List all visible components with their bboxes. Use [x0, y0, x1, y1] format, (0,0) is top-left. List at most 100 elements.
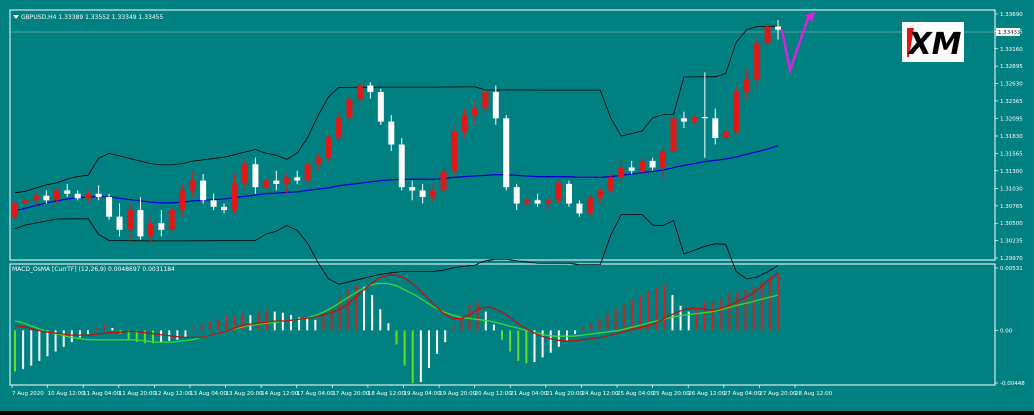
- price-tick-label: 1.30500: [1000, 221, 1023, 227]
- macd-lines: [14, 272, 779, 343]
- macd-axis: 0.00531 0.00 -0.00448: [995, 266, 1025, 387]
- candle-body: [565, 183, 572, 204]
- candle-body: [179, 190, 186, 211]
- candle-body: [586, 197, 593, 214]
- candle-body: [398, 144, 405, 188]
- candle-body: [200, 180, 207, 201]
- candle-body: [377, 92, 384, 122]
- price-tick-label: 1.32095: [1000, 117, 1023, 123]
- candle-body: [712, 118, 719, 138]
- price-tick-label: 1.32365: [1000, 99, 1023, 105]
- candle-body: [189, 180, 196, 191]
- time-label: 13 Aug 04:00: [190, 391, 228, 397]
- candle-body: [325, 137, 332, 158]
- candle-body: [764, 26, 771, 43]
- candle-body: [409, 187, 416, 191]
- candle-body: [775, 26, 781, 30]
- time-label: 28 Aug 12:00: [795, 391, 833, 397]
- candle-body: [64, 190, 71, 194]
- upper-band: [14, 25, 779, 194]
- candle-body: [95, 193, 102, 197]
- candle-body: [513, 187, 520, 204]
- candle-body: [660, 151, 667, 168]
- candle-body: [346, 98, 353, 119]
- candle-body: [43, 195, 50, 201]
- time-label: 24 Aug 12:00: [581, 391, 619, 397]
- time-label: 7 Aug 2020: [12, 391, 44, 397]
- macd-main-line: [14, 282, 779, 343]
- candle-body: [534, 200, 541, 204]
- price-tick-label: 1.32630: [1000, 82, 1023, 88]
- time-label: 19 Aug 20:00: [439, 391, 477, 397]
- macd-signal-line: [14, 272, 779, 342]
- candle-body: [754, 42, 761, 79]
- time-label: 18 Aug 12:00: [368, 391, 406, 397]
- candle-body: [158, 223, 165, 230]
- time-label: 21 Aug 04:00: [510, 391, 548, 397]
- time-label: 25 Aug 04:00: [617, 391, 655, 397]
- price-axis: 1.33690 1.33425 1.33160 1.32895 1.32630 1.323…: [995, 12, 1023, 262]
- time-label: 12 Aug 12:00: [154, 391, 192, 397]
- candle-body: [419, 190, 426, 197]
- time-label: 25 Aug 20:00: [653, 391, 691, 397]
- candle-body: [252, 164, 259, 188]
- time-label: 10 Aug 12:00: [48, 391, 86, 397]
- ma-line: [14, 145, 779, 212]
- candle-body: [743, 78, 750, 93]
- macd-tick-label: 0.00531: [1000, 266, 1023, 272]
- candle-body: [607, 177, 614, 191]
- lower-band: [14, 214, 779, 285]
- price-tick-label: 1.31030: [1000, 186, 1023, 192]
- candle-body: [221, 206, 228, 211]
- candle-body: [116, 216, 123, 230]
- price-tick-label: 1.29970: [1000, 256, 1023, 262]
- moving-average: [14, 145, 779, 212]
- current-price-label: 1.33455: [998, 30, 1021, 36]
- time-label: 20 Aug 12:00: [475, 391, 513, 397]
- candle-body: [336, 118, 343, 138]
- candle-body: [22, 200, 29, 204]
- candle-body: [241, 164, 248, 184]
- candle-body: [576, 203, 583, 214]
- candle-body: [482, 92, 489, 109]
- candle-body: [628, 167, 635, 171]
- candle-body: [618, 167, 625, 178]
- candle-body: [74, 193, 81, 199]
- xm-logo: XM: [902, 22, 964, 62]
- candle-body: [492, 92, 499, 119]
- collapse-triangle-icon[interactable]: [13, 15, 19, 19]
- candle-body: [12, 203, 18, 217]
- candle-body: [430, 190, 437, 197]
- current-price-marker: [996, 28, 1020, 36]
- candle-body: [168, 210, 175, 230]
- time-label: 17 Aug 04:00: [297, 391, 335, 397]
- time-label: 11 Aug 04:00: [83, 391, 121, 397]
- time-label: 27 Aug 04:00: [724, 391, 762, 397]
- candle-body: [126, 210, 133, 230]
- candle-body: [722, 131, 729, 138]
- candle-body: [680, 118, 687, 122]
- price-tick-label: 1.33160: [1000, 47, 1023, 53]
- candle-body: [597, 190, 604, 197]
- candle-body: [294, 177, 301, 181]
- time-label: 21 Aug 20:00: [546, 391, 584, 397]
- bollinger-bands: [14, 25, 779, 285]
- price-tick-label: 1.30235: [1000, 239, 1023, 245]
- candle-body: [733, 92, 740, 132]
- candle-body: [32, 195, 39, 201]
- time-label: 26 Aug 12:00: [688, 391, 726, 397]
- arrow-head-icon: [805, 12, 815, 22]
- candlesticks: [12, 19, 781, 243]
- candle-body: [461, 115, 468, 132]
- candle-body: [670, 118, 677, 152]
- candle-body: [210, 200, 217, 207]
- price-tick-label: 1.31300: [1000, 169, 1023, 175]
- candle-body: [649, 160, 656, 168]
- candle-body: [53, 190, 60, 201]
- time-label: 13 Aug 20:00: [226, 391, 264, 397]
- candle-body: [388, 121, 395, 145]
- candle-body: [106, 197, 113, 217]
- candle-body: [691, 116, 698, 122]
